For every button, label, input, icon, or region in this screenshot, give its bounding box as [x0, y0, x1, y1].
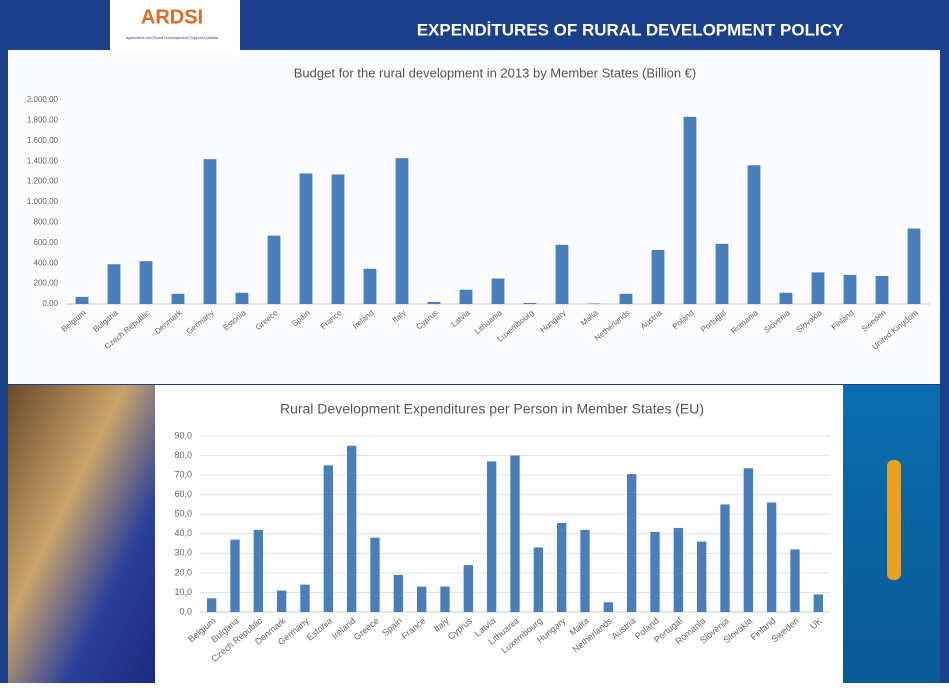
- bar: [171, 293, 185, 304]
- y-tick-label: 1.600,00: [27, 136, 59, 145]
- bar: [395, 158, 409, 304]
- y-tick-label: 200,00: [34, 279, 59, 288]
- bar: [427, 301, 441, 304]
- bar: [139, 261, 153, 304]
- bar: [533, 547, 543, 612]
- bar: [393, 574, 403, 612]
- bar: [747, 165, 761, 304]
- bar: [440, 586, 450, 612]
- bar: [235, 292, 249, 304]
- bar: [487, 461, 497, 612]
- bar: [203, 159, 217, 304]
- y-tick-label: 1.200,00: [27, 177, 59, 186]
- bar: [697, 541, 707, 612]
- y-tick-label: 0,00: [42, 299, 58, 308]
- bar: [715, 243, 729, 304]
- bar: [619, 293, 633, 304]
- y-tick-label: 1.400,00: [27, 156, 59, 165]
- bar: [323, 465, 333, 612]
- bar: [650, 531, 660, 612]
- y-tick-label: 40,0: [174, 528, 192, 538]
- bar: [299, 173, 313, 304]
- bar: [580, 529, 590, 612]
- bar: [277, 590, 287, 612]
- bar: [767, 502, 777, 612]
- bar: [370, 537, 380, 612]
- y-tick-label: 20,0: [174, 567, 192, 577]
- y-tick-label: 10,0: [174, 587, 192, 597]
- bar: [363, 268, 377, 304]
- bar: [510, 455, 520, 612]
- bar: [790, 549, 800, 612]
- chart-title: Rural Development Expenditures per Perso…: [280, 401, 704, 417]
- bar: [491, 278, 505, 304]
- y-tick-label: 70,0: [174, 469, 192, 479]
- bar: [267, 235, 281, 304]
- y-tick-label: 90,0: [174, 430, 192, 440]
- bar: [463, 565, 473, 612]
- bar: [230, 539, 240, 612]
- bar: [720, 504, 730, 612]
- bar: [627, 474, 637, 612]
- bar: [459, 289, 473, 304]
- y-tick-label: 800,00: [34, 218, 59, 227]
- page-title: EXPENDİTURES OF RURAL DEVELOPMENT POLICY: [417, 20, 844, 39]
- chart-title: Budget for the rural development in 2013…: [294, 65, 697, 80]
- top-panel: [8, 50, 940, 384]
- bar: [683, 116, 697, 304]
- y-tick-label: 1.000,00: [27, 197, 59, 206]
- bar: [813, 594, 823, 612]
- bar: [417, 586, 427, 612]
- logo: ARDSI: [141, 6, 203, 28]
- logo-bg: [110, 0, 240, 50]
- y-tick-label: 1.800,00: [27, 116, 59, 125]
- bar: [673, 527, 683, 612]
- bar: [875, 275, 889, 304]
- bar: [651, 249, 665, 304]
- bar: [253, 529, 263, 612]
- y-tick-label: 600,00: [34, 238, 59, 247]
- bar: [743, 468, 753, 612]
- decor-shape: [887, 460, 901, 580]
- y-tick-label: 30,0: [174, 548, 192, 558]
- bar: [587, 303, 601, 304]
- logo-subtitle: Agriculture and Rural Development Suppor…: [126, 35, 219, 40]
- bar: [555, 244, 569, 304]
- y-tick-label: 60,0: [174, 489, 192, 499]
- y-tick-label: 2.000,00: [27, 95, 59, 104]
- bar: [347, 445, 357, 612]
- wheat-image: [8, 385, 155, 683]
- bar: [331, 174, 345, 304]
- bar: [811, 272, 825, 304]
- bar: [523, 302, 537, 304]
- y-tick-label: 80,0: [174, 450, 192, 460]
- bar: [75, 296, 89, 304]
- bar: [603, 602, 613, 612]
- y-tick-label: 50,0: [174, 509, 192, 519]
- bar: [843, 274, 857, 304]
- y-tick-label: 0,0: [179, 606, 192, 616]
- bar: [207, 598, 217, 612]
- bar: [107, 264, 121, 304]
- bar: [907, 228, 921, 304]
- bar: [779, 292, 793, 304]
- bar: [300, 584, 310, 612]
- bar: [557, 523, 567, 612]
- y-tick-label: 400,00: [34, 258, 59, 267]
